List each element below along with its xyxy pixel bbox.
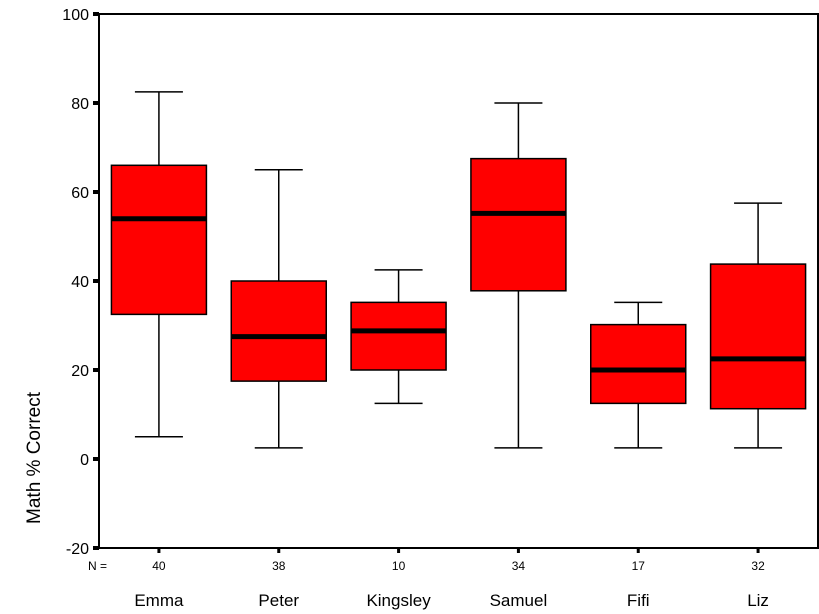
x-category-label: Liz: [747, 591, 769, 610]
n-count-label: 10: [392, 559, 406, 573]
n-prefix-label: N =: [88, 559, 107, 573]
iqr-box: [350, 301, 447, 371]
iqr-box: [590, 323, 687, 405]
y-tick-label: 60: [71, 185, 89, 202]
x-category-label: Samuel: [490, 591, 548, 610]
x-axis: N = 40 Emma 38 Peter 10 Kingsley 34 Samuel 17 Fifi…: [88, 548, 769, 610]
n-count-label: 34: [512, 559, 526, 573]
box-fifi: [590, 301, 687, 449]
box-kingsley: [350, 269, 447, 405]
n-count-label: 38: [272, 559, 286, 573]
x-category-label: Kingsley: [366, 591, 431, 610]
y-axis: -20 0 20 40 60 80 100: [62, 7, 99, 558]
n-count-label: 40: [152, 559, 166, 573]
box-samuel: [470, 102, 567, 449]
box-emma: [110, 91, 208, 438]
iqr-box: [110, 164, 208, 316]
y-tick-label: 0: [80, 452, 89, 469]
box-liz: [709, 202, 807, 449]
n-count-label: 32: [751, 559, 765, 573]
n-count-label: 17: [632, 559, 646, 573]
iqr-box: [709, 263, 807, 410]
y-tick-label: -20: [66, 541, 89, 558]
x-category-label: Emma: [134, 591, 184, 610]
y-tick-label: 100: [62, 7, 89, 24]
box-peter: [230, 169, 327, 449]
y-tick-label: 80: [71, 96, 89, 113]
iqr-box: [230, 280, 327, 382]
x-category-label: Peter: [258, 591, 299, 610]
y-tick-label: 40: [71, 274, 89, 291]
x-category-label: Fifi: [627, 591, 650, 610]
iqr-box: [470, 157, 567, 292]
boxes-layer: [110, 91, 807, 449]
y-axis-title: Math % Correct: [24, 391, 45, 524]
y-tick-label: 20: [71, 363, 89, 380]
